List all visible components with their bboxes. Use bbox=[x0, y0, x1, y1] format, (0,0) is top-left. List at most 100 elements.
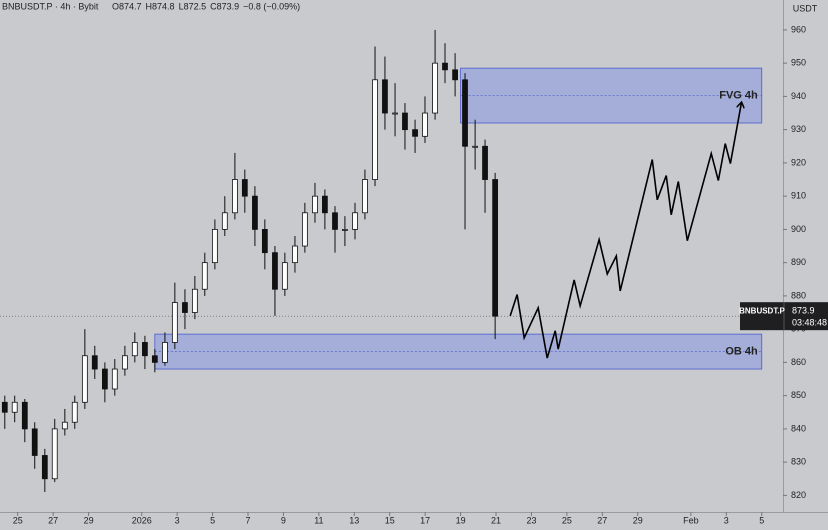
y-tick-label: 960 bbox=[791, 24, 806, 34]
x-tick-label: 5 bbox=[759, 515, 764, 525]
candle-body bbox=[482, 145, 488, 180]
x-tick-label: 17 bbox=[420, 515, 430, 525]
candle-body bbox=[91, 355, 98, 370]
x-tick-label: 5 bbox=[210, 515, 215, 525]
candle-body bbox=[51, 428, 58, 480]
candle-body bbox=[241, 179, 248, 197]
candle-body bbox=[122, 355, 128, 370]
x-tick-label: Feb bbox=[683, 515, 699, 525]
candle-body bbox=[71, 401, 78, 423]
x-tick-label: 11 bbox=[314, 515, 323, 525]
y-tick-label: 880 bbox=[791, 290, 806, 300]
y-tick-label: 820 bbox=[791, 490, 806, 500]
projection-line bbox=[509, 103, 741, 359]
candle-body bbox=[151, 355, 158, 363]
ohlc-value: C873.9 bbox=[210, 1, 239, 11]
ohlc-value: O874.7 bbox=[112, 1, 142, 11]
candle-body bbox=[142, 342, 148, 357]
candle-body bbox=[392, 112, 398, 115]
y-tick-label: 890 bbox=[791, 257, 806, 267]
zone-label: OB 4h bbox=[725, 345, 758, 357]
x-tick-label: 15 bbox=[385, 515, 395, 525]
ohlc-value: H874.8 bbox=[146, 1, 175, 11]
candle-body bbox=[312, 195, 318, 214]
candle-body bbox=[252, 195, 258, 230]
y-tick-label: 930 bbox=[791, 124, 806, 134]
y-tick-label: 840 bbox=[791, 423, 806, 433]
candle-body bbox=[462, 79, 468, 147]
candle-body bbox=[332, 212, 338, 230]
x-tick-label: 23 bbox=[526, 515, 536, 525]
candle-body bbox=[422, 112, 428, 137]
ohlc-value: −0.8 (−0.09%) bbox=[243, 1, 300, 11]
candle-body bbox=[191, 288, 198, 313]
candle-body bbox=[182, 302, 188, 313]
candle-body bbox=[432, 62, 438, 114]
candle-body bbox=[11, 401, 18, 413]
candle-body bbox=[292, 245, 298, 264]
y-tick-label: 940 bbox=[791, 91, 806, 101]
x-tick-label: 13 bbox=[349, 515, 359, 525]
candle-body bbox=[31, 428, 38, 456]
candle-body bbox=[261, 229, 268, 254]
candle-body bbox=[111, 368, 118, 390]
candle-body bbox=[342, 229, 348, 231]
price-symbol: BNBUSDT.P bbox=[739, 306, 785, 315]
candle-body bbox=[61, 421, 68, 430]
y-tick-label: 920 bbox=[791, 157, 806, 167]
candle-body bbox=[301, 212, 308, 247]
candle-body bbox=[372, 79, 378, 180]
candle-body bbox=[452, 69, 458, 81]
x-tick-label: 29 bbox=[633, 515, 643, 525]
y-tick-label: 900 bbox=[791, 224, 806, 234]
x-tick-label: 9 bbox=[281, 515, 286, 525]
candle-body bbox=[322, 195, 328, 214]
x-tick-label: 21 bbox=[491, 515, 501, 525]
x-tick-label: 27 bbox=[597, 515, 607, 525]
candle-body bbox=[221, 212, 228, 230]
candle-body bbox=[81, 355, 88, 403]
candle-body bbox=[21, 401, 28, 430]
candle-body bbox=[281, 262, 288, 290]
y-tick-label: 910 bbox=[791, 191, 806, 201]
currency: USDT bbox=[793, 3, 818, 13]
candle-body bbox=[171, 302, 178, 343]
candle-body bbox=[362, 179, 368, 214]
candle-body bbox=[212, 229, 218, 264]
price-countdown: 03:48:48 bbox=[792, 318, 827, 328]
price-value: 873.9 bbox=[792, 306, 815, 316]
candle-body bbox=[201, 262, 208, 290]
x-tick-label: 27 bbox=[48, 515, 58, 525]
candle-body bbox=[472, 145, 478, 148]
x-tick-label: 7 bbox=[246, 515, 251, 525]
x-tick-label: 19 bbox=[456, 515, 466, 525]
x-tick-label: 25 bbox=[13, 515, 23, 525]
y-tick-label: 950 bbox=[791, 58, 806, 68]
candle-body bbox=[402, 112, 408, 131]
candle-body bbox=[352, 212, 358, 230]
zone-label: FVG 4h bbox=[719, 89, 758, 101]
x-tick-label: 29 bbox=[84, 515, 94, 525]
candle-body bbox=[412, 129, 418, 137]
x-tick-label: 25 bbox=[562, 515, 572, 525]
y-tick-label: 860 bbox=[791, 357, 806, 367]
y-tick-label: 830 bbox=[791, 457, 806, 467]
y-tick-label: 850 bbox=[791, 390, 806, 400]
candle-body bbox=[131, 342, 138, 357]
candle-body bbox=[442, 62, 448, 71]
zone bbox=[154, 333, 763, 370]
x-tick-label: 2026 bbox=[132, 515, 152, 525]
candle-body bbox=[382, 79, 388, 114]
candle-body bbox=[492, 179, 499, 317]
candle-body bbox=[272, 252, 278, 290]
symbol-info: BNBUSDT.P · 4h · Bybit bbox=[2, 1, 99, 11]
candle-body bbox=[232, 179, 238, 214]
candle-body bbox=[1, 401, 8, 413]
ohlc-value: L872.5 bbox=[179, 1, 207, 11]
candle-body bbox=[101, 368, 108, 390]
candle-body bbox=[41, 455, 48, 480]
x-tick-label: 3 bbox=[724, 515, 729, 525]
x-tick-label: 3 bbox=[175, 515, 180, 525]
